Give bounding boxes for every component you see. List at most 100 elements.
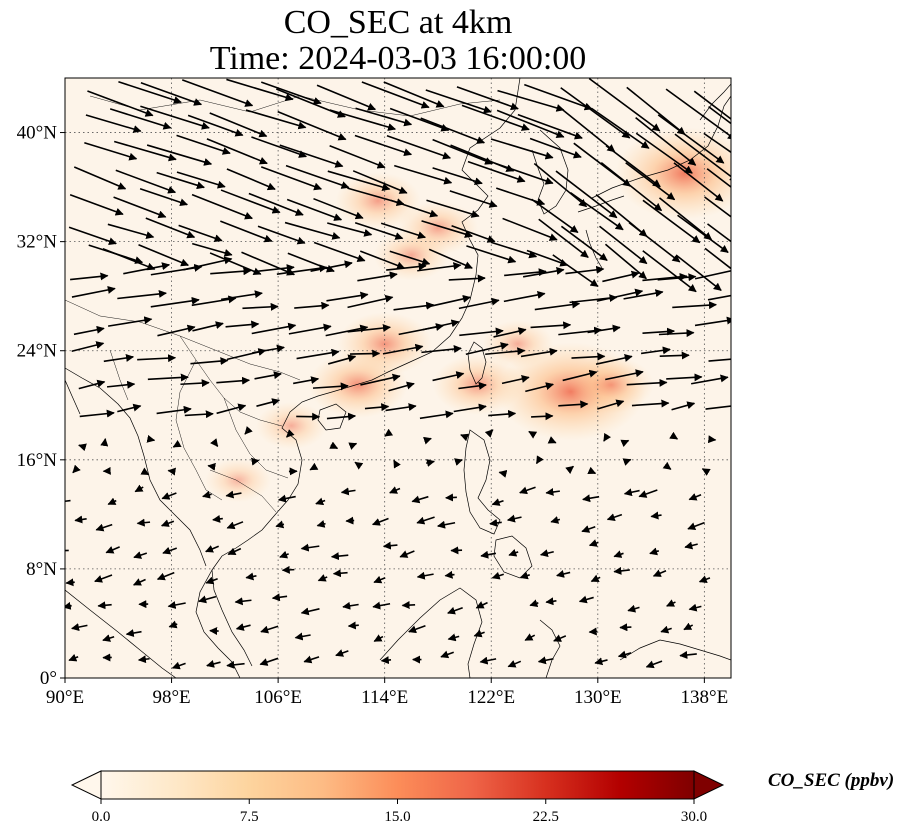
wind-arrow (315, 497, 326, 506)
wind-arrow (419, 410, 454, 420)
wind-arrow (327, 222, 373, 237)
wind-arrow (475, 601, 488, 609)
wind-arrow (279, 550, 289, 559)
wind-arrow (385, 403, 417, 412)
wind-arrow (372, 601, 391, 610)
wind-arrow (132, 578, 146, 586)
wind-arrow (635, 132, 693, 174)
wind-arrow (704, 247, 731, 270)
wind-arrow (192, 242, 233, 257)
wind-arrow (479, 656, 497, 665)
wind-arrow (226, 521, 244, 530)
wind-arrow (590, 107, 650, 149)
wind-arrow (631, 399, 670, 408)
colorbar-tick-label: 30.0 (681, 809, 707, 825)
wind-arrow (613, 550, 624, 558)
wind-arrow (553, 634, 567, 642)
wind-arrow (603, 432, 612, 442)
wind-arrow (672, 301, 717, 310)
wind-arrow (335, 649, 349, 657)
wind-arrow (360, 373, 401, 386)
wind-arrow (84, 141, 138, 161)
lon-tick-label: 114°E (361, 687, 408, 708)
wind-arrow (327, 354, 357, 365)
wind-arrow (587, 324, 621, 334)
wind-arrow (545, 488, 560, 496)
wind-arrow (68, 226, 117, 246)
wind-arrow (688, 603, 702, 612)
wind-arrow (118, 81, 182, 104)
wind-arrow (294, 301, 330, 310)
wind-arrow (411, 495, 429, 504)
wind-arrow (348, 442, 358, 450)
wind-arrow (491, 571, 504, 580)
wind-arrow (578, 595, 594, 604)
wind-arrow (220, 189, 281, 214)
wind-arrow (698, 575, 711, 583)
wind-arrow (389, 250, 431, 266)
lon-tick-label: 138°E (681, 687, 729, 708)
wind-arrow (294, 632, 311, 641)
wind-arrow (432, 371, 465, 382)
wind-arrow (349, 349, 381, 358)
wind-arrow (506, 514, 522, 523)
wind-arrow (450, 144, 515, 172)
wind-arrow (251, 322, 297, 335)
wind-arrow (125, 629, 142, 637)
wind-arrow (386, 135, 451, 160)
wind-arrow (488, 409, 517, 418)
wind-arrow (329, 145, 386, 169)
wind-arrow (617, 650, 632, 659)
wind-arrow (347, 621, 359, 630)
wind-arrow (317, 574, 328, 582)
wind-arrow (389, 486, 401, 494)
wind-arrow (491, 498, 504, 506)
wind-arrow (220, 290, 263, 301)
wind-arrow (71, 285, 116, 298)
wind-arrow (496, 109, 565, 139)
wind-arrow (547, 436, 557, 444)
wind-arrow (303, 655, 320, 664)
colorbar-ticks: 0.0 7.5 15.0 22.5 30.0 (92, 799, 707, 825)
wind-arrow (687, 521, 705, 531)
wind-arrow (422, 319, 460, 331)
wind-arrow (102, 634, 115, 642)
wind-arrow (623, 289, 664, 300)
wind-arrow (256, 398, 281, 407)
wind-arrow (257, 225, 306, 245)
wind-arrow (704, 196, 731, 218)
wind-arrow (485, 347, 526, 356)
wind-arrow (555, 170, 618, 219)
wind-arrow (706, 168, 731, 188)
wind-arrow (361, 81, 430, 109)
wind-arrow (683, 622, 694, 631)
wind-arrow (389, 107, 450, 132)
wind-arrow (453, 403, 487, 413)
colorbar-extend-max (693, 770, 725, 800)
wind-arrow (691, 374, 729, 385)
wind-arrow (444, 570, 455, 579)
wind-arrow (206, 660, 221, 668)
wind-arrow (707, 435, 717, 444)
wind-arrow (235, 623, 251, 631)
wind-arrow (113, 140, 177, 162)
wind-arrow (97, 601, 112, 610)
wind-arrow (255, 264, 295, 273)
wind-arrow (504, 268, 547, 277)
lat-tick-label: 16°N (17, 450, 58, 471)
wind-arrow (456, 86, 519, 111)
wind-arrow (600, 162, 663, 212)
wind-arrow (371, 517, 389, 526)
wind-arrow (216, 376, 251, 385)
wind-arrow (105, 546, 120, 554)
wind-arrow (677, 214, 729, 254)
wind-arrow (660, 625, 672, 634)
wind-arrow (493, 327, 527, 338)
wind-arrow (705, 405, 731, 410)
wind-arrow (605, 369, 644, 381)
wind-arrow (426, 294, 471, 308)
wind-arrow (524, 633, 536, 641)
wind-arrow (529, 599, 539, 608)
wind-arrow (245, 109, 307, 130)
wind-arrow (277, 110, 347, 141)
